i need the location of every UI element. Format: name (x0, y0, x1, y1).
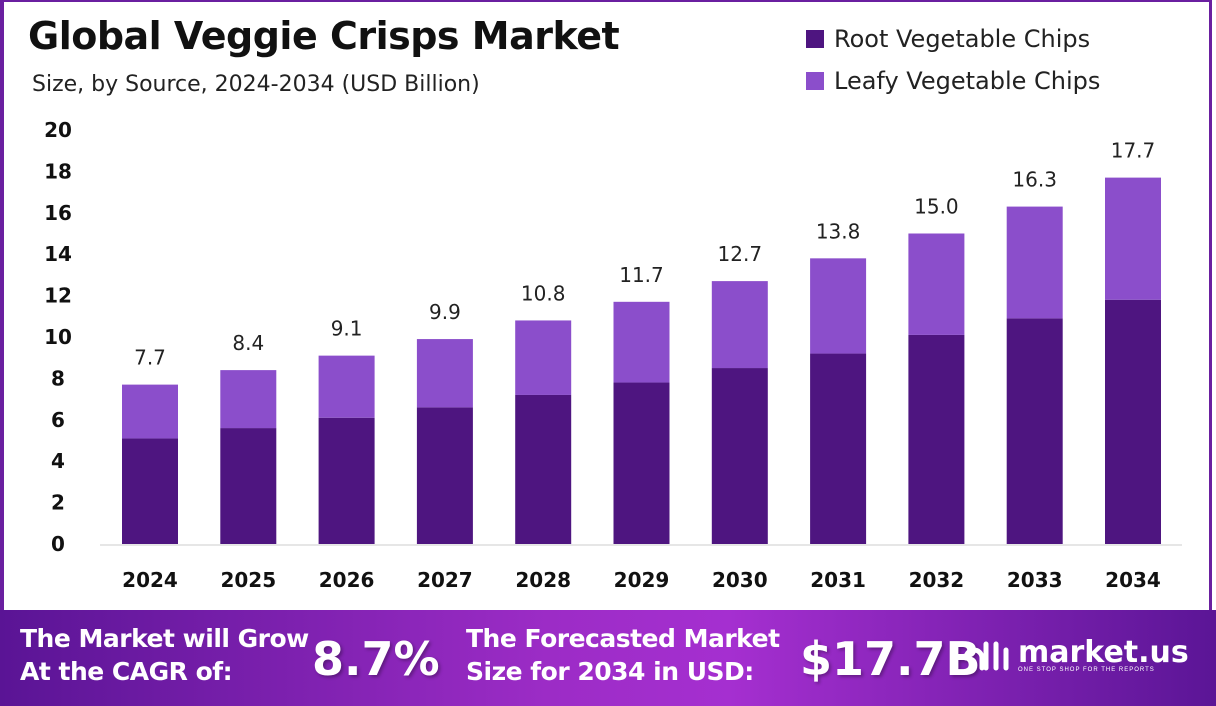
bar-root (711, 368, 768, 544)
legend-swatch-root (806, 30, 824, 48)
forecast-label-line2: Size for 2034 in USD: (466, 657, 754, 686)
bar-root (220, 428, 277, 544)
forecast-label-line1: The Forecasted Market (466, 624, 780, 653)
bar-root (810, 353, 867, 544)
bar-root (122, 438, 178, 544)
y-tick-label: 4 (51, 449, 65, 473)
y-tick-label: 14 (44, 242, 72, 266)
bar-root (908, 334, 965, 544)
x-tick-label: 2028 (515, 568, 571, 592)
market-us-logo-icon (963, 641, 1009, 671)
x-tick-label: 2027 (417, 568, 473, 592)
x-tick-label: 2033 (1007, 568, 1063, 592)
bar-leafy (810, 258, 867, 354)
data-label-total: 10.8 (521, 281, 566, 305)
x-tick-label: 2031 (810, 568, 866, 592)
x-tick-label: 2032 (909, 568, 965, 592)
bar-leafy (1006, 206, 1063, 319)
data-label-total: 13.8 (816, 219, 861, 243)
data-label-total: 12.7 (718, 242, 763, 266)
bar-root (515, 394, 572, 544)
x-tick-label: 2029 (614, 568, 670, 592)
data-label-total: 7.7 (134, 346, 166, 370)
data-label-total: 9.9 (429, 300, 461, 324)
cagr-label: The Market will Grow At the CAGR of: (20, 622, 309, 688)
bar-leafy (1105, 177, 1161, 300)
bar-chart: 0 2 4 6 8 10 12 14 16 18 20 7.7 2024 8.4 2025 9.1 2026 9.… (44, 118, 1182, 592)
data-label-total: 9.1 (331, 317, 363, 341)
bar-leafy (711, 281, 768, 369)
bar-leafy (613, 301, 670, 383)
bar-leafy (220, 370, 277, 429)
chart-title: Global Veggie Crisps Market (28, 14, 620, 58)
bar-leafy (416, 339, 473, 408)
legend-item-root: Root Vegetable Chips (806, 18, 1100, 60)
brand-name: market.us (1018, 635, 1189, 670)
data-label-total: 17.7 (1111, 139, 1156, 163)
x-tick-label: 2034 (1105, 568, 1161, 592)
bar-leafy (122, 384, 178, 439)
legend-swatch-leafy (806, 72, 824, 90)
y-tick-label: 0 (51, 532, 65, 556)
legend-item-leafy: Leafy Vegetable Chips (806, 60, 1100, 102)
forecast-value: $17.7B (800, 632, 981, 686)
legend-label-leafy: Leafy Vegetable Chips (834, 67, 1101, 95)
data-label-total: 8.4 (232, 331, 264, 355)
y-tick-label: 2 (51, 491, 65, 515)
bar-root (1105, 299, 1161, 544)
cagr-label-line1: The Market will Grow (20, 624, 309, 653)
brand-logo: market.us ONE STOP SHOP FOR THE REPORTS (962, 636, 1189, 676)
bar-root (318, 417, 375, 544)
data-label-total: 15.0 (914, 195, 959, 219)
y-tick-label: 12 (44, 284, 72, 308)
y-tick-label: 10 (44, 325, 72, 349)
footer-banner: The Market will Grow At the CAGR of: 8.7… (0, 610, 1216, 706)
legend: Root Vegetable Chips Leafy Vegetable Chi… (806, 18, 1100, 102)
data-label-total: 11.7 (619, 263, 664, 287)
chart-subtitle: Size, by Source, 2024-2034 (USD Billion) (32, 72, 480, 97)
chart-frame (0, 0, 1212, 610)
brand-tagline: ONE STOP SHOP FOR THE REPORTS (1018, 667, 1155, 673)
bar-leafy (318, 355, 375, 418)
bar-leafy (515, 320, 572, 395)
x-tick-label: 2026 (319, 568, 375, 592)
bar-leafy (908, 233, 965, 335)
x-tick-label: 2024 (122, 568, 178, 592)
y-tick-label: 16 (44, 201, 72, 225)
y-tick-label: 8 (51, 366, 65, 390)
bar-root (613, 382, 670, 544)
x-tick-label: 2025 (220, 568, 276, 592)
y-tick-label: 20 (44, 118, 72, 142)
bar-root (1006, 318, 1063, 544)
data-label-total: 16.3 (1012, 168, 1057, 192)
cagr-label-line2: At the CAGR of: (20, 657, 233, 686)
y-tick-label: 18 (44, 159, 72, 183)
legend-label-root: Root Vegetable Chips (834, 25, 1091, 53)
forecast-label: The Forecasted Market Size for 2034 in U… (466, 622, 780, 688)
y-tick-label: 6 (51, 408, 65, 432)
cagr-value: 8.7% (312, 632, 440, 686)
x-tick-label: 2030 (712, 568, 768, 592)
bar-root (416, 407, 473, 544)
